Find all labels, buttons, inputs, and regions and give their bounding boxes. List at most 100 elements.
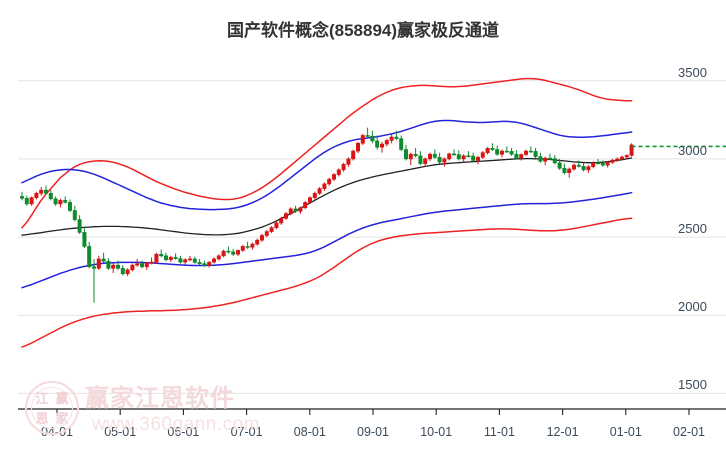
candle-body	[188, 258, 193, 261]
candle-body	[63, 200, 68, 203]
candle-body	[437, 157, 442, 163]
x-axis-tick-label: 11-01	[483, 425, 515, 439]
candle-body	[451, 153, 456, 156]
candle-body	[154, 253, 159, 263]
candle-body	[106, 260, 111, 269]
candle-body	[135, 263, 140, 266]
y-axis-tick-label: 2500	[678, 221, 707, 237]
candle-body	[619, 156, 624, 160]
candle-body	[543, 157, 548, 162]
candle-body	[370, 135, 375, 142]
candle-body	[514, 153, 519, 159]
candle-body	[586, 166, 591, 171]
candle-body	[595, 162, 600, 165]
candle-body	[255, 239, 260, 245]
band-lower-inner-band	[21, 191, 633, 289]
candle-body	[192, 258, 197, 263]
candle-body	[264, 231, 269, 236]
y-axis-tick-label: 1500	[678, 377, 707, 393]
candle-body	[221, 250, 226, 257]
candle-body	[557, 162, 562, 169]
candle-body	[250, 243, 255, 248]
candle-body	[245, 246, 250, 248]
candle-body	[341, 164, 346, 171]
candle-body	[408, 153, 413, 160]
candle-body	[485, 147, 490, 153]
candle-body	[87, 246, 92, 268]
candle-body	[53, 198, 58, 205]
page-title: 国产软件概念(858894)赢家极反通道	[226, 21, 500, 40]
candle-body	[68, 202, 73, 211]
candle-body	[29, 197, 34, 205]
candle-body	[624, 155, 629, 158]
candle-body	[283, 213, 288, 219]
candle-body	[212, 258, 217, 263]
candle-body	[279, 218, 284, 224]
candle-body	[461, 155, 466, 160]
x-axis-tick-label: 06-01	[167, 425, 200, 439]
candle-body	[303, 202, 308, 208]
candle-body	[82, 232, 87, 247]
candle-body	[360, 135, 365, 144]
watermark-brand: 赢家江恩软件	[85, 385, 235, 412]
candle-body	[322, 183, 327, 189]
candle-body	[331, 174, 336, 180]
candle-body	[456, 154, 461, 160]
watermark-seal-inner: 江赢恩家	[31, 387, 73, 429]
x-axis-tick-label: 02-01	[673, 425, 705, 439]
candle-body	[423, 158, 428, 164]
candlestick-series	[19, 127, 634, 303]
candle-body	[259, 235, 264, 241]
watermark-seal-char: 江	[35, 390, 49, 406]
candle-body	[519, 154, 524, 159]
candle-body	[58, 200, 63, 205]
candle-body	[92, 266, 97, 269]
candle-body	[307, 197, 312, 203]
candle-body	[576, 164, 581, 167]
candle-body	[130, 264, 135, 271]
candle-body	[346, 158, 351, 165]
band-mid-line	[21, 157, 633, 236]
candle-body	[327, 178, 332, 185]
candle-body	[216, 255, 221, 260]
candle-body	[389, 136, 394, 141]
candle-body	[591, 162, 596, 168]
candle-body	[231, 251, 236, 255]
candle-body	[427, 153, 432, 160]
x-axis-tick-label: 10-01	[420, 425, 453, 439]
candle-body	[533, 151, 538, 157]
candle-body	[168, 257, 173, 261]
candle-body	[159, 253, 164, 257]
candle-body	[39, 189, 44, 194]
candle-body	[365, 135, 370, 137]
candle-body	[528, 150, 533, 153]
candle-body	[288, 208, 293, 214]
x-axis-tick-label: 05-01	[104, 425, 137, 439]
candle-body	[178, 258, 183, 263]
candle-body	[77, 219, 82, 233]
candle-body	[48, 192, 53, 200]
x-axis-tick-label: 08-01	[293, 425, 326, 439]
candle-body	[125, 269, 130, 275]
candle-body	[19, 196, 24, 199]
candle-body	[447, 153, 452, 160]
candle-body	[236, 250, 241, 255]
candle-body	[523, 150, 528, 155]
candle-body	[504, 150, 509, 153]
x-axis-tick-label: 09-01	[357, 425, 389, 439]
band-lower-outer-band	[21, 217, 633, 348]
candle-body	[615, 158, 620, 161]
candle-body	[173, 257, 178, 259]
candle-body	[562, 167, 567, 173]
candle-body	[164, 255, 169, 261]
candle-body	[197, 262, 202, 264]
candle-body	[466, 155, 471, 158]
candle-body	[538, 156, 543, 162]
band-upper-inner-band	[21, 119, 633, 211]
candle-body	[269, 227, 274, 232]
candle-body	[394, 136, 399, 139]
candle-body	[375, 140, 380, 148]
candle-body	[43, 189, 48, 194]
candle-body	[495, 149, 500, 155]
